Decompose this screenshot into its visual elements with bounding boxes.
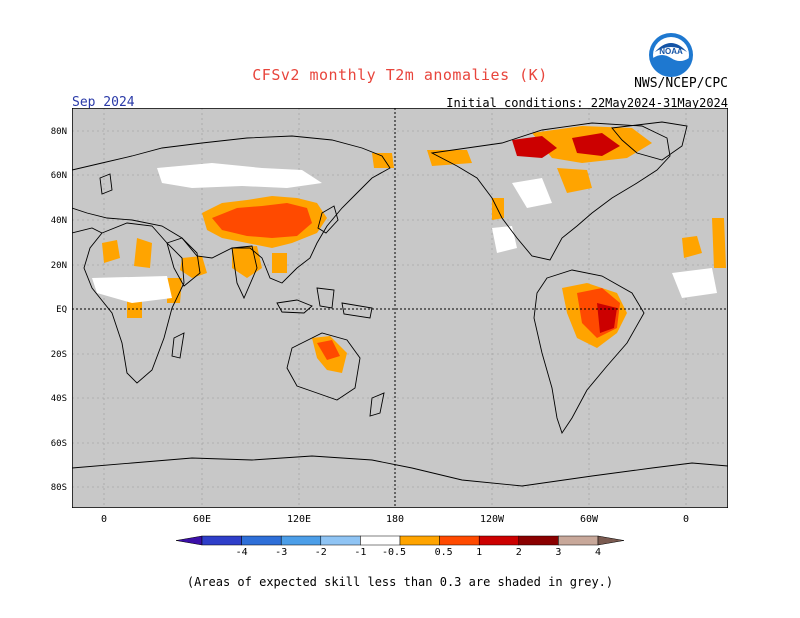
legend-label: -3 <box>275 547 287 558</box>
lon-label: 120E <box>287 514 311 525</box>
legend-swatch <box>558 535 599 546</box>
gridlines <box>72 108 728 508</box>
skill-note: (Areas of expected skill less than 0.3 a… <box>186 575 614 589</box>
lon-label: 120W <box>480 514 505 525</box>
legend-swatch <box>597 535 625 546</box>
initial-conditions: Initial conditions: 22May2024-31May2024 <box>446 96 728 110</box>
legend-label: -1 <box>354 547 366 558</box>
lat-label: EQ <box>56 305 67 315</box>
legend-label: -2 <box>315 547 327 558</box>
legend-swatch <box>280 535 322 546</box>
agency-label: NWS/NCEP/CPC <box>634 76 728 91</box>
svg-text:NOAA: NOAA <box>659 47 683 56</box>
lat-label: 80N <box>51 127 67 137</box>
legend-swatch <box>320 535 361 546</box>
legend-swatch <box>360 535 401 546</box>
chart-title: CFSv2 monthly T2m anomalies (K) <box>252 66 548 84</box>
coastlines <box>72 121 728 487</box>
lat-label: 60S <box>51 439 67 449</box>
lat-label: 40S <box>51 394 67 404</box>
color-legend: -4 -3 -2 -1 -0.5 0.5 1 2 3 4 <box>175 535 625 558</box>
legend-label: 1 <box>476 547 482 558</box>
lat-label: 80S <box>51 483 67 493</box>
legend-label: 2 <box>516 547 522 558</box>
legend-label: 3 <box>555 547 561 558</box>
legend-swatch <box>399 535 440 546</box>
legend-label: 4 <box>595 547 601 558</box>
lat-label: 20N <box>51 261 67 271</box>
noaa-logo: NOAA <box>649 33 693 77</box>
lon-label: 60E <box>193 514 211 525</box>
legend-swatch <box>241 535 282 546</box>
legend-swatch <box>201 535 242 546</box>
legend-label: -4 <box>236 547 248 558</box>
lat-label: 20S <box>51 350 67 360</box>
lat-label: 40N <box>51 216 67 226</box>
lon-label: 0 <box>101 514 107 525</box>
legend-label: 0.5 <box>435 547 453 558</box>
lon-label: 60W <box>580 514 599 525</box>
legend-label: -0.5 <box>382 547 406 558</box>
forecast-month: Sep 2024 <box>72 95 135 110</box>
legend-swatch <box>518 535 559 546</box>
legend-swatch <box>439 535 480 546</box>
lon-label: 0 <box>683 514 689 525</box>
legend-swatch <box>175 535 203 546</box>
anomaly-map <box>72 108 728 508</box>
lat-label: 60N <box>51 171 67 181</box>
legend-swatch <box>478 535 520 546</box>
lon-label: 180 <box>386 514 404 525</box>
